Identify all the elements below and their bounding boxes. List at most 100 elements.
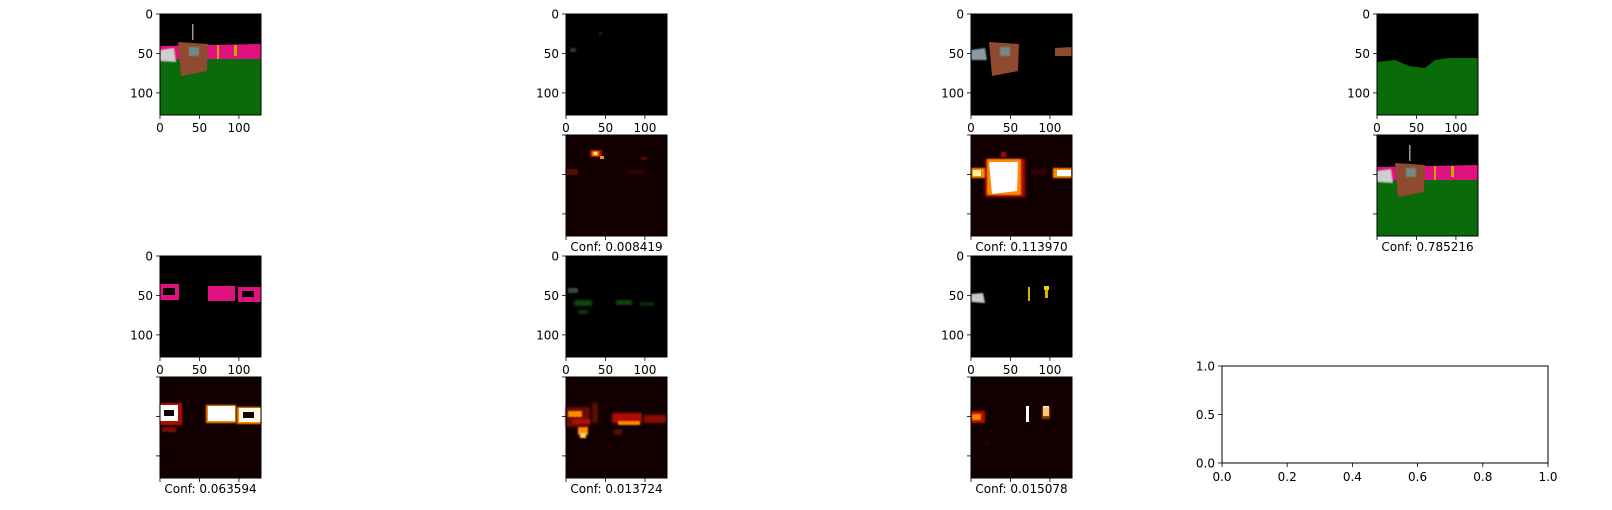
y-tick-label: 50	[1355, 47, 1370, 61]
x-tick-label: 50	[192, 363, 207, 377]
sign-region	[1434, 166, 1436, 180]
x-tick-label: 0	[967, 121, 975, 135]
panel-3-2: Conf: 0.015078	[967, 376, 1073, 496]
sign-region	[234, 45, 237, 56]
car-region	[1377, 169, 1393, 183]
panel-ticks	[1373, 134, 1457, 240]
panel-ticks	[967, 134, 1051, 240]
heatmap-hot	[1026, 406, 1029, 422]
pixel-region	[163, 288, 175, 295]
confidence-label: Conf: 0.015078	[975, 482, 1067, 496]
confidence-label: Conf: 0.785216	[1381, 240, 1473, 254]
x-tick-label: 100	[1038, 121, 1061, 135]
object-region	[1055, 47, 1072, 56]
x-tick-label: 0	[562, 121, 570, 135]
panel-image	[1377, 14, 1478, 115]
empty-axes: 0.0 0.2 0.4 0.6 0.8 1.0 0.0 0.5 1.0	[1196, 360, 1558, 485]
panel-1-3: Conf: 0.785216	[1373, 134, 1479, 254]
pixel-region	[162, 427, 176, 432]
object-detail	[189, 47, 199, 56]
panel-frame	[565, 255, 668, 358]
x-tick-label: 50	[1409, 121, 1424, 135]
x-tick-label: 0.8	[1473, 470, 1492, 484]
ground-region	[160, 74, 261, 115]
pixel-region	[572, 419, 590, 424]
pixel-region	[1001, 152, 1006, 157]
pixel-region	[243, 412, 254, 418]
y-tick-label: 0	[1362, 8, 1370, 22]
panel-frame	[1376, 134, 1479, 237]
panel-image	[566, 14, 667, 115]
panel-image	[160, 377, 261, 478]
pixel-region	[574, 300, 592, 306]
y-tick-label: 100	[130, 86, 153, 100]
pole-region	[1409, 145, 1411, 161]
y-tick-label: 0	[956, 250, 964, 264]
panel-image	[971, 256, 1072, 357]
x-tick-label: 100	[1038, 363, 1061, 377]
pixel-region	[164, 410, 174, 416]
panel-ticks	[562, 376, 646, 482]
panel-frame	[159, 13, 262, 116]
y-tick-label: 0	[551, 8, 559, 22]
panel-frame	[159, 255, 262, 358]
heatmap-background	[160, 377, 261, 478]
pixel-region	[566, 14, 667, 115]
y-tick-label: 1.0	[1196, 360, 1215, 374]
pixel-region	[1000, 47, 1010, 56]
confidence-label: Conf: 0.113970	[975, 240, 1067, 254]
panel-image	[160, 14, 261, 115]
pixel-region	[985, 441, 989, 445]
panel-1-2: Conf: 0.113970	[967, 134, 1073, 254]
y-tick-label: 100	[536, 86, 559, 100]
y-tick-label: 0.0	[1196, 457, 1215, 471]
pixel-region	[568, 288, 578, 293]
panel-image	[971, 135, 1072, 236]
heatmap-hot	[208, 406, 235, 421]
x-tick-label: 0	[156, 363, 164, 377]
y-tick-label: 100	[941, 328, 964, 342]
pixel-region	[972, 414, 981, 420]
y-tick-label: 50	[138, 289, 153, 303]
panel-frame	[565, 13, 668, 116]
y-tick-label: 50	[138, 47, 153, 61]
y-tick-label: 50	[544, 47, 559, 61]
pixel-region	[566, 169, 578, 175]
x-tick-label: 100	[633, 121, 656, 135]
pixel-region	[160, 256, 261, 357]
pixel-region	[612, 413, 642, 423]
object-detail	[1406, 168, 1416, 177]
panel-image	[566, 256, 667, 357]
pixel-region	[971, 48, 987, 60]
confidence-label: Conf: 0.013724	[570, 482, 662, 496]
pixel-region	[1042, 407, 1050, 419]
pixel-region	[599, 32, 602, 35]
sign-region	[1044, 286, 1049, 290]
panel-frame	[565, 376, 668, 479]
pixel-region	[641, 157, 647, 160]
pixel-region	[592, 403, 598, 423]
confidence-label: Conf: 0.008419	[570, 240, 662, 254]
y-tick-label: 50	[544, 289, 559, 303]
pixel-region	[971, 14, 1072, 115]
ground-region	[1377, 195, 1478, 236]
panel-ticks: 0 0 50 50 100 100	[536, 250, 656, 378]
panel-frame	[970, 134, 1073, 237]
x-tick-label: 50	[598, 363, 613, 377]
heatmap-hot	[989, 162, 1018, 194]
panel-ticks: 0 0 50 50 100 100	[941, 250, 1061, 378]
pixel-region	[580, 433, 586, 438]
y-tick-label: 0	[145, 250, 153, 264]
panel-frame	[970, 376, 1073, 479]
x-tick-label: 0	[1373, 121, 1381, 135]
y-tick-label: 0	[551, 250, 559, 264]
x-tick-label: 0	[967, 363, 975, 377]
panel-image	[1377, 135, 1478, 236]
pixel-region	[644, 415, 666, 423]
object-region	[1395, 163, 1425, 197]
sign-region	[1028, 287, 1030, 301]
panel-frame	[565, 134, 668, 237]
pixel-region	[242, 291, 254, 297]
panel-image	[160, 256, 261, 357]
panel-ticks: 0 0 50 50 100 100	[130, 250, 250, 378]
